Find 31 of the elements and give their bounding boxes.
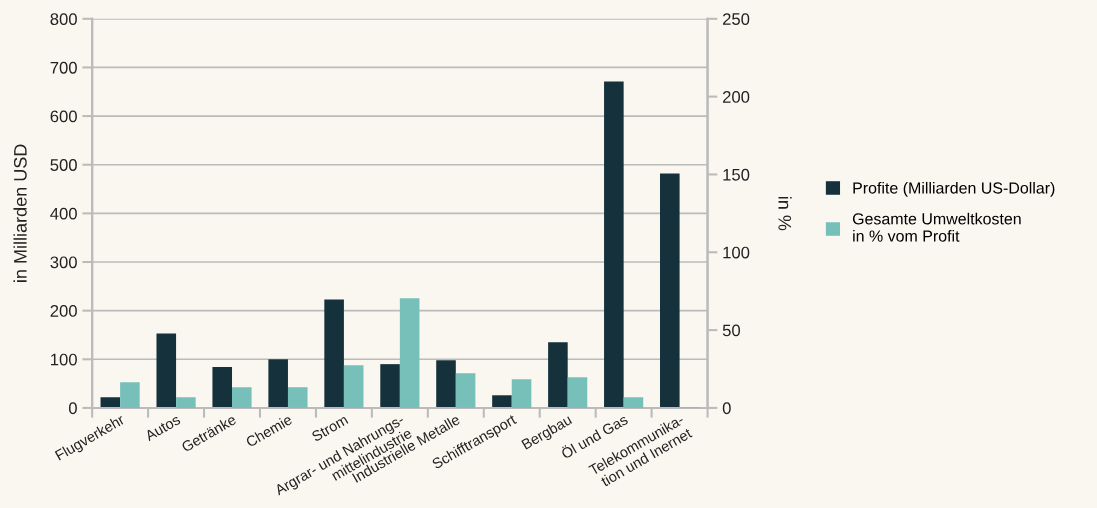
y2-tick-label: 150 (723, 168, 750, 181)
y-tick-label: 400 (50, 207, 77, 220)
y-tick-label: 300 (50, 256, 77, 269)
bar (623, 397, 644, 408)
bar (176, 397, 196, 408)
y-axis-title: in Milliarden USD (13, 144, 27, 282)
y-tick-label: 600 (50, 110, 77, 123)
bar (120, 382, 140, 408)
y2-tick-label: 100 (723, 246, 750, 259)
legend-label: Profite (Milliarden US-Dollar) (853, 181, 1055, 197)
y2-axis-title: in % (778, 197, 792, 231)
y2-tick-label: 0 (722, 402, 731, 415)
bar (660, 173, 680, 408)
y-tick-label: 0 (68, 402, 77, 415)
bar (399, 298, 420, 408)
bar (604, 81, 624, 408)
legend-label: Gesamte Umweltkosten in % vom Profit (852, 212, 1021, 242)
y-tick-label: 100 (51, 353, 77, 366)
y2-tick-label: 250 (722, 13, 750, 25)
y-tick-label: 200 (50, 305, 77, 317)
bar (324, 299, 344, 408)
y-tick-label: 500 (50, 159, 77, 171)
x-tick-label: Autos (144, 414, 181, 442)
y-tick-label: 700 (50, 61, 77, 74)
bar (268, 359, 288, 408)
bar (548, 342, 568, 408)
y-tick-label: 800 (50, 13, 77, 25)
y2-tick-label: 50 (722, 324, 741, 337)
bar (511, 379, 532, 408)
y2-tick-label: 200 (722, 91, 750, 103)
bar (156, 333, 177, 408)
